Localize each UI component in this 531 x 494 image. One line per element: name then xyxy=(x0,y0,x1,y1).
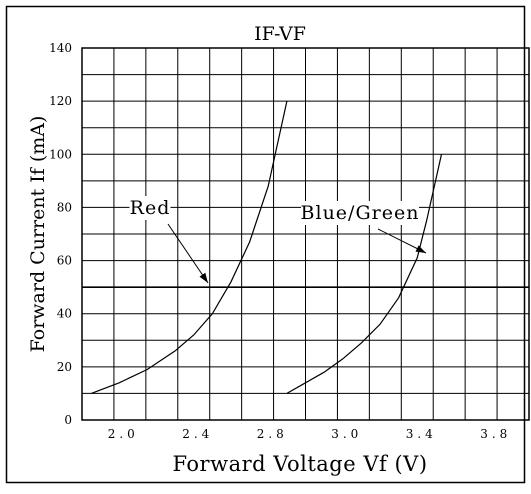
series-line-blue-green xyxy=(286,154,443,394)
y-axis-label: Forward Current If (mA) xyxy=(27,116,49,353)
x-tick-label: 2.8 xyxy=(257,427,288,441)
annotation-label-bg xyxy=(129,196,171,220)
y-tick-label: 20 xyxy=(57,360,72,374)
x-tick-label: 3.8 xyxy=(480,427,511,441)
y-tick-label: 0 xyxy=(64,413,72,427)
grid xyxy=(82,48,529,420)
annotations: Red Blue/Green xyxy=(129,196,427,284)
annotation-arrow-line xyxy=(167,223,209,284)
y-tick-label: 60 xyxy=(57,254,72,268)
y-tick-label: 80 xyxy=(57,200,72,214)
annotation-arrow-head xyxy=(199,272,208,283)
x-tick-label: 3.4 xyxy=(406,427,437,441)
outer-border xyxy=(5,5,526,484)
y-axis-ticks: 0 20 40 60 80 100 120 140 xyxy=(49,41,72,427)
y-tick-label: 120 xyxy=(49,94,72,108)
x-tick-label: 3.0 xyxy=(331,427,362,441)
annotation-label: Blue/Green xyxy=(301,202,420,224)
x-tick-label: 2.4 xyxy=(182,427,213,441)
plot-area-border xyxy=(81,47,530,421)
x-axis-label: Forward Voltage Vf (V) xyxy=(172,452,427,476)
annotation-arrow-head xyxy=(415,245,426,253)
y-tick-label: 140 xyxy=(49,41,72,55)
x-tick-label: 2.0 xyxy=(108,427,139,441)
y-tick-label: 100 xyxy=(49,147,72,161)
series-group xyxy=(91,100,443,394)
chart-title: IF-VF xyxy=(254,23,306,45)
x-axis-ticks: 2.02.42.83.03.43.84.2 xyxy=(108,427,511,441)
annotation-label: Red xyxy=(130,197,171,219)
series-line-red xyxy=(91,100,288,394)
annotation-label-bg xyxy=(301,201,419,225)
y-tick-label: 40 xyxy=(57,307,72,321)
